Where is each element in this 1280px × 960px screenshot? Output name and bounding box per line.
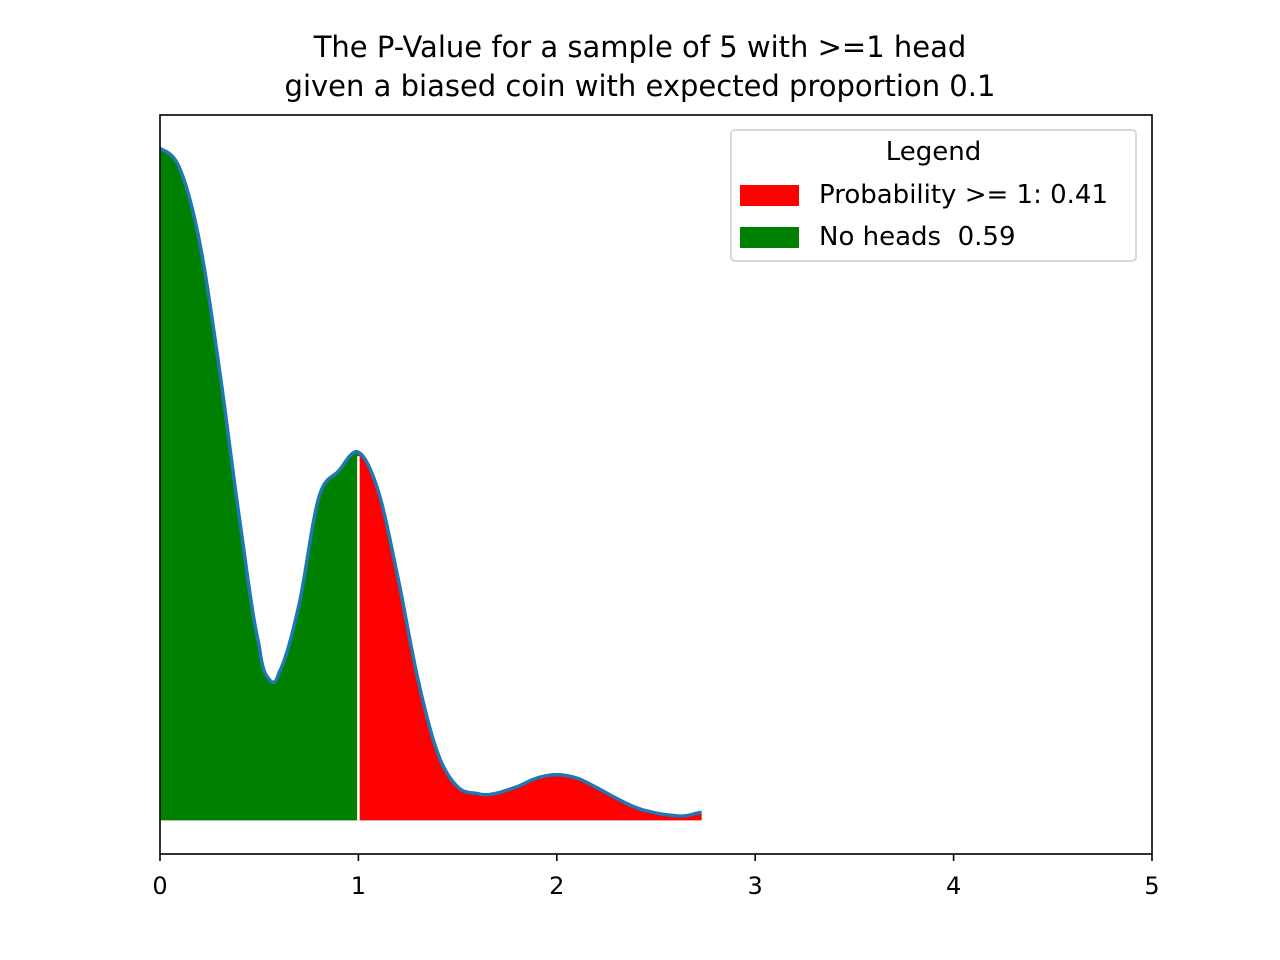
legend-entry-no-heads: No heads 0.59: [740, 222, 1016, 252]
density-line: [159, 147, 703, 818]
x-tick-label: 1: [351, 872, 366, 900]
legend-label-probability: Probability >= 1: 0.41: [819, 180, 1108, 210]
legend-title: Legend: [885, 137, 982, 167]
area-probability-at-least-one: [358, 452, 702, 821]
x-tick-label: 2: [549, 872, 564, 900]
legend-entry-probability: Probability >= 1: 0.41: [740, 180, 1108, 210]
x-tick-label: 0: [152, 872, 167, 900]
legend-swatch-green: [740, 226, 799, 248]
chart-title-line-1: The P-Value for a sample of 5 with >=1 h…: [313, 30, 967, 64]
area-no-heads: [160, 148, 359, 821]
x-tick-label: 5: [1144, 872, 1159, 900]
x-axis-ticks: 0 1 2 3 4 5: [152, 854, 1160, 900]
area-fills: [160, 148, 702, 821]
chart-title-line-2: given a biased coin with expected propor…: [284, 69, 996, 103]
axes-frame: [159, 114, 1153, 855]
x-tick-label: 4: [946, 872, 961, 900]
legend-label-no-heads: No heads 0.59: [819, 222, 1016, 252]
legend-swatch-red: [740, 184, 799, 206]
legend: Legend Probability >= 1: 0.41 No heads 0…: [730, 129, 1137, 262]
density-curve: [159, 147, 703, 818]
x-tick-label: 3: [748, 872, 763, 900]
